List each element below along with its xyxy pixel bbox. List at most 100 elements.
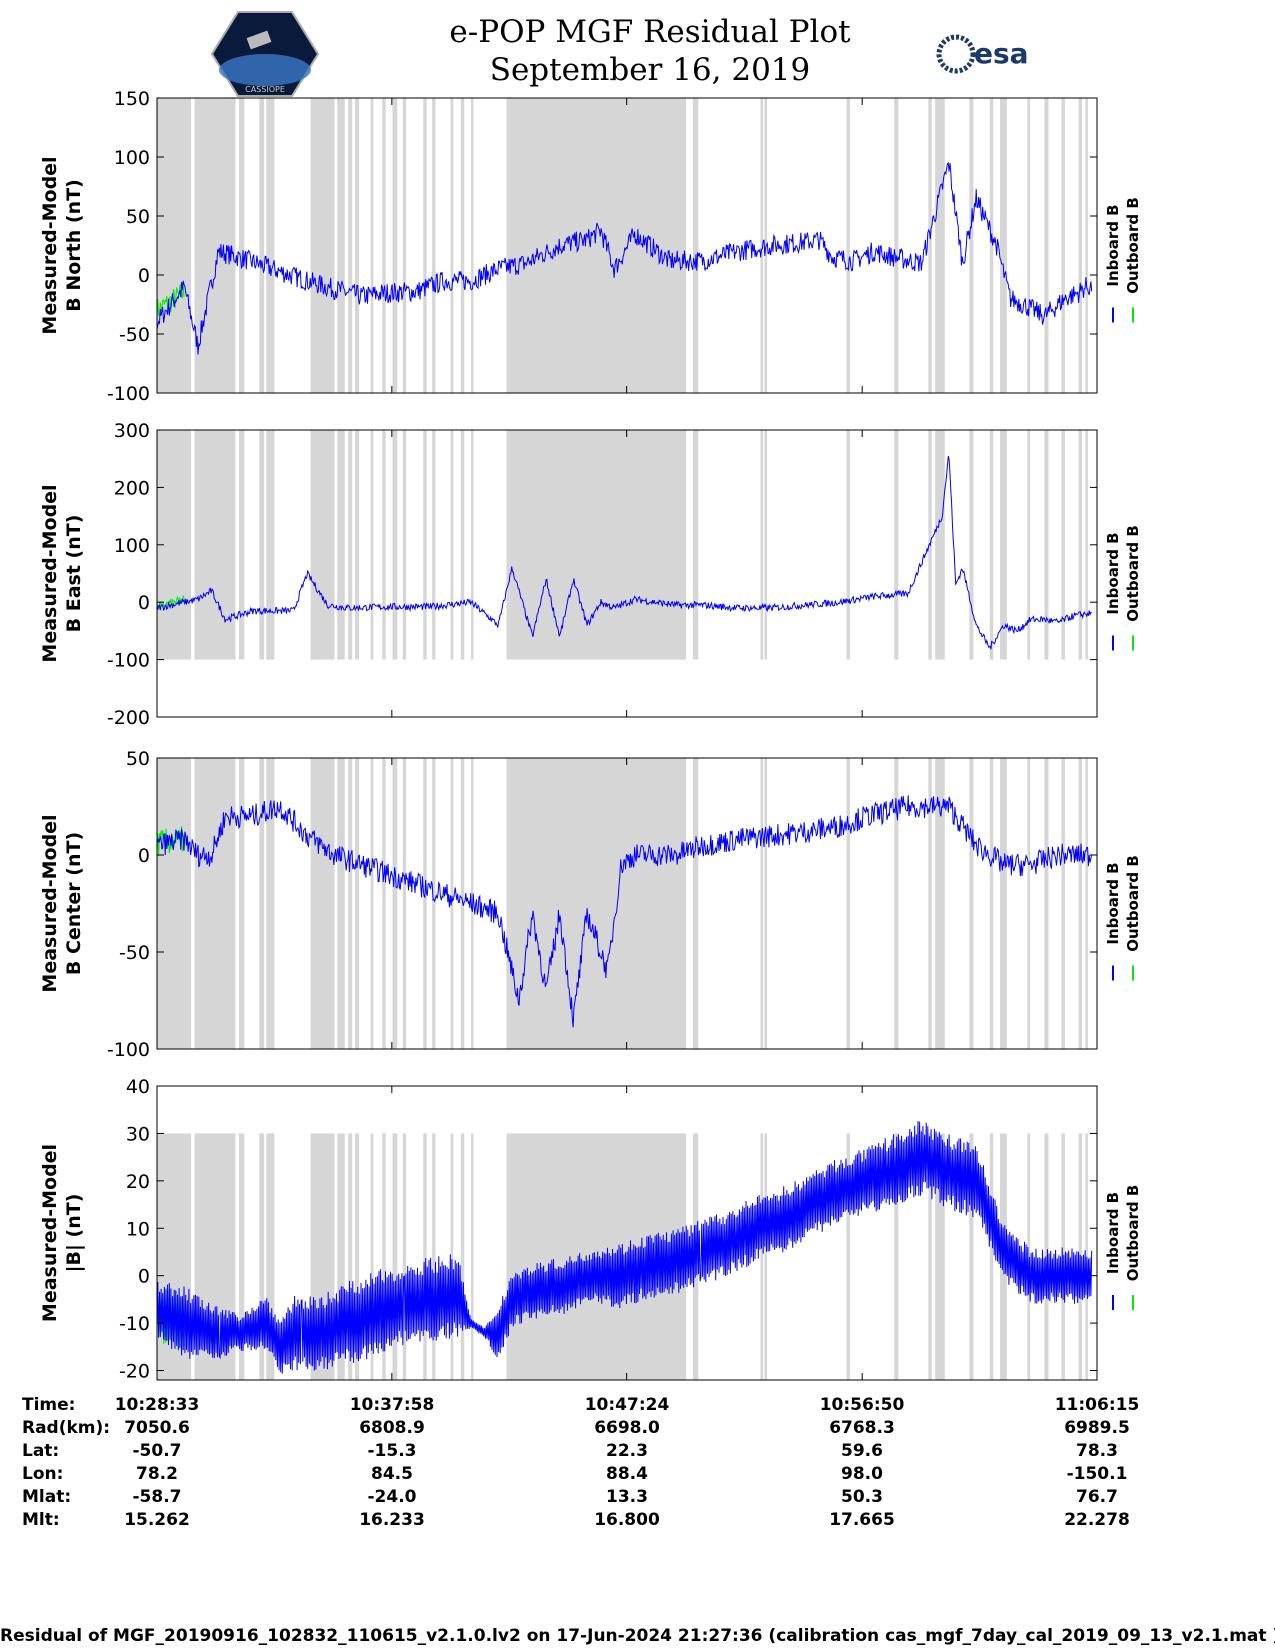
shade-interval — [194, 98, 236, 393]
shade-interval — [310, 98, 314, 393]
shade-interval — [432, 1133, 436, 1380]
shade-interval — [370, 758, 374, 1049]
y-tick-label: -50 — [119, 942, 150, 964]
shade-interval — [1044, 1133, 1049, 1380]
ephemeris-value: 6989.5 — [1064, 1418, 1130, 1438]
legend-inboard-label: Inboard B — [1104, 204, 1122, 286]
shade-interval — [506, 758, 510, 1049]
y-tick-label: 10 — [126, 1218, 150, 1240]
shade-interval — [846, 98, 850, 393]
shade-interval — [471, 1133, 474, 1380]
shade-interval — [423, 1133, 427, 1380]
shade-interval — [354, 98, 360, 393]
shade-interval — [423, 430, 427, 660]
shade-interval — [402, 430, 407, 660]
ephemeris-value: 84.5 — [371, 1464, 413, 1484]
y-axis-label: Measured-Model B East (nT) — [39, 484, 85, 662]
inboard-trace — [156, 1120, 1093, 1374]
ephemeris-row-label: Lat: — [22, 1441, 59, 1461]
shade-interval — [259, 1133, 265, 1380]
footer-caption: Residual of MGF_20190916_102832_110615_v… — [0, 1626, 1275, 1646]
ephemeris-value: 6768.3 — [829, 1418, 895, 1438]
ephemeris-value: 59.6 — [841, 1441, 883, 1461]
shade-interval — [1044, 98, 1049, 393]
y-tick-label: 40 — [126, 1076, 150, 1098]
shade-interval — [969, 1133, 974, 1380]
ephemeris-value: -24.0 — [368, 1487, 417, 1507]
panel-3: -100 -50 0 50 Measured-Model B Center (nT) Inb… — [39, 748, 1142, 1061]
cassiope-logo-text: CASSIOPE — [245, 85, 285, 94]
ephemeris-value: -150.1 — [1067, 1464, 1128, 1484]
y-tick-label: 0 — [138, 265, 150, 287]
legend-outboard-label: Outboard B — [1124, 1185, 1142, 1282]
ephemeris-value: 78.2 — [136, 1464, 178, 1484]
shade-interval — [506, 1133, 510, 1380]
shade-interval — [266, 430, 275, 660]
shade-interval — [1000, 758, 1007, 1049]
shade-interval — [1085, 758, 1088, 1049]
y-tick-label: -100 — [107, 383, 150, 405]
shade-interval — [382, 430, 386, 660]
shade-interval — [928, 1133, 932, 1380]
ephemeris-value: 76.7 — [1076, 1487, 1118, 1507]
shade-interval — [1000, 98, 1007, 393]
shade-interval — [1044, 758, 1049, 1049]
shade-interval — [382, 1133, 386, 1380]
ephemeris-value: 16.800 — [594, 1510, 660, 1530]
ephemeris-value: 22.3 — [606, 1441, 648, 1461]
shade-interval — [692, 98, 699, 393]
shade-interval — [382, 758, 386, 1049]
ephemeris-value: 6808.9 — [359, 1418, 425, 1438]
outboard-trace — [156, 826, 185, 857]
shade-interval — [935, 98, 945, 393]
legend-outboard-label: Outboard B — [1124, 525, 1142, 622]
shade-interval — [969, 98, 974, 393]
shade-interval — [1027, 758, 1031, 1049]
ephemeris-value: 78.3 — [1076, 1441, 1118, 1461]
esa-logo-text: esa — [974, 37, 1029, 70]
shade-interval — [928, 98, 932, 393]
shade-interval — [509, 98, 687, 393]
y-tick-label: 50 — [126, 748, 150, 770]
shade-interval — [157, 98, 192, 393]
ephemeris-value: 17.665 — [829, 1510, 895, 1530]
y-tick-label: 100 — [114, 147, 150, 169]
shade-interval — [259, 98, 265, 393]
shade-interval — [402, 758, 407, 1049]
shade-interval — [1000, 430, 1007, 660]
y-tick-label: -50 — [119, 324, 150, 346]
inboard-trace — [156, 161, 1093, 355]
page-title: e-POP MGF Residual Plot — [449, 14, 851, 50]
shade-interval — [1078, 98, 1082, 393]
y-tick-label: -200 — [107, 707, 150, 729]
shade-interval — [760, 1133, 764, 1380]
y-tick-label: 30 — [126, 1123, 150, 1145]
ephemeris-value: 10:56:50 — [820, 1395, 905, 1415]
shade-interval — [1027, 98, 1031, 393]
ephemeris-row-label: Lon: — [22, 1464, 63, 1484]
shade-interval — [989, 430, 994, 660]
y-tick-label: -20 — [119, 1361, 150, 1383]
shade-interval — [402, 1133, 407, 1380]
shade-interval — [194, 758, 236, 1049]
y-tick-label: 20 — [126, 1171, 150, 1193]
shade-interval — [460, 1133, 465, 1380]
shade-interval — [764, 758, 768, 1049]
shade-interval — [760, 98, 764, 393]
shade-interval — [382, 98, 386, 393]
y-tick-label: -10 — [119, 1313, 150, 1335]
shade-interval — [348, 1133, 353, 1380]
esa-logo: esa — [936, 34, 1029, 74]
shade-interval — [692, 430, 699, 660]
shade-interval — [1078, 758, 1082, 1049]
ephemeris-value: 6698.0 — [594, 1418, 660, 1438]
shade-interval — [266, 1133, 275, 1380]
shade-interval — [392, 98, 398, 393]
shade-interval — [894, 758, 899, 1049]
shade-interval — [238, 758, 245, 1049]
shade-interval — [266, 758, 275, 1049]
y-tick-label: 0 — [138, 845, 150, 867]
panel-4: -20 -10 0 10 20 30 40 Measured-Model |B| (nT) Inb… — [39, 1076, 1142, 1383]
y-axis-label: Measured-Model B Center (nT) — [39, 814, 85, 992]
